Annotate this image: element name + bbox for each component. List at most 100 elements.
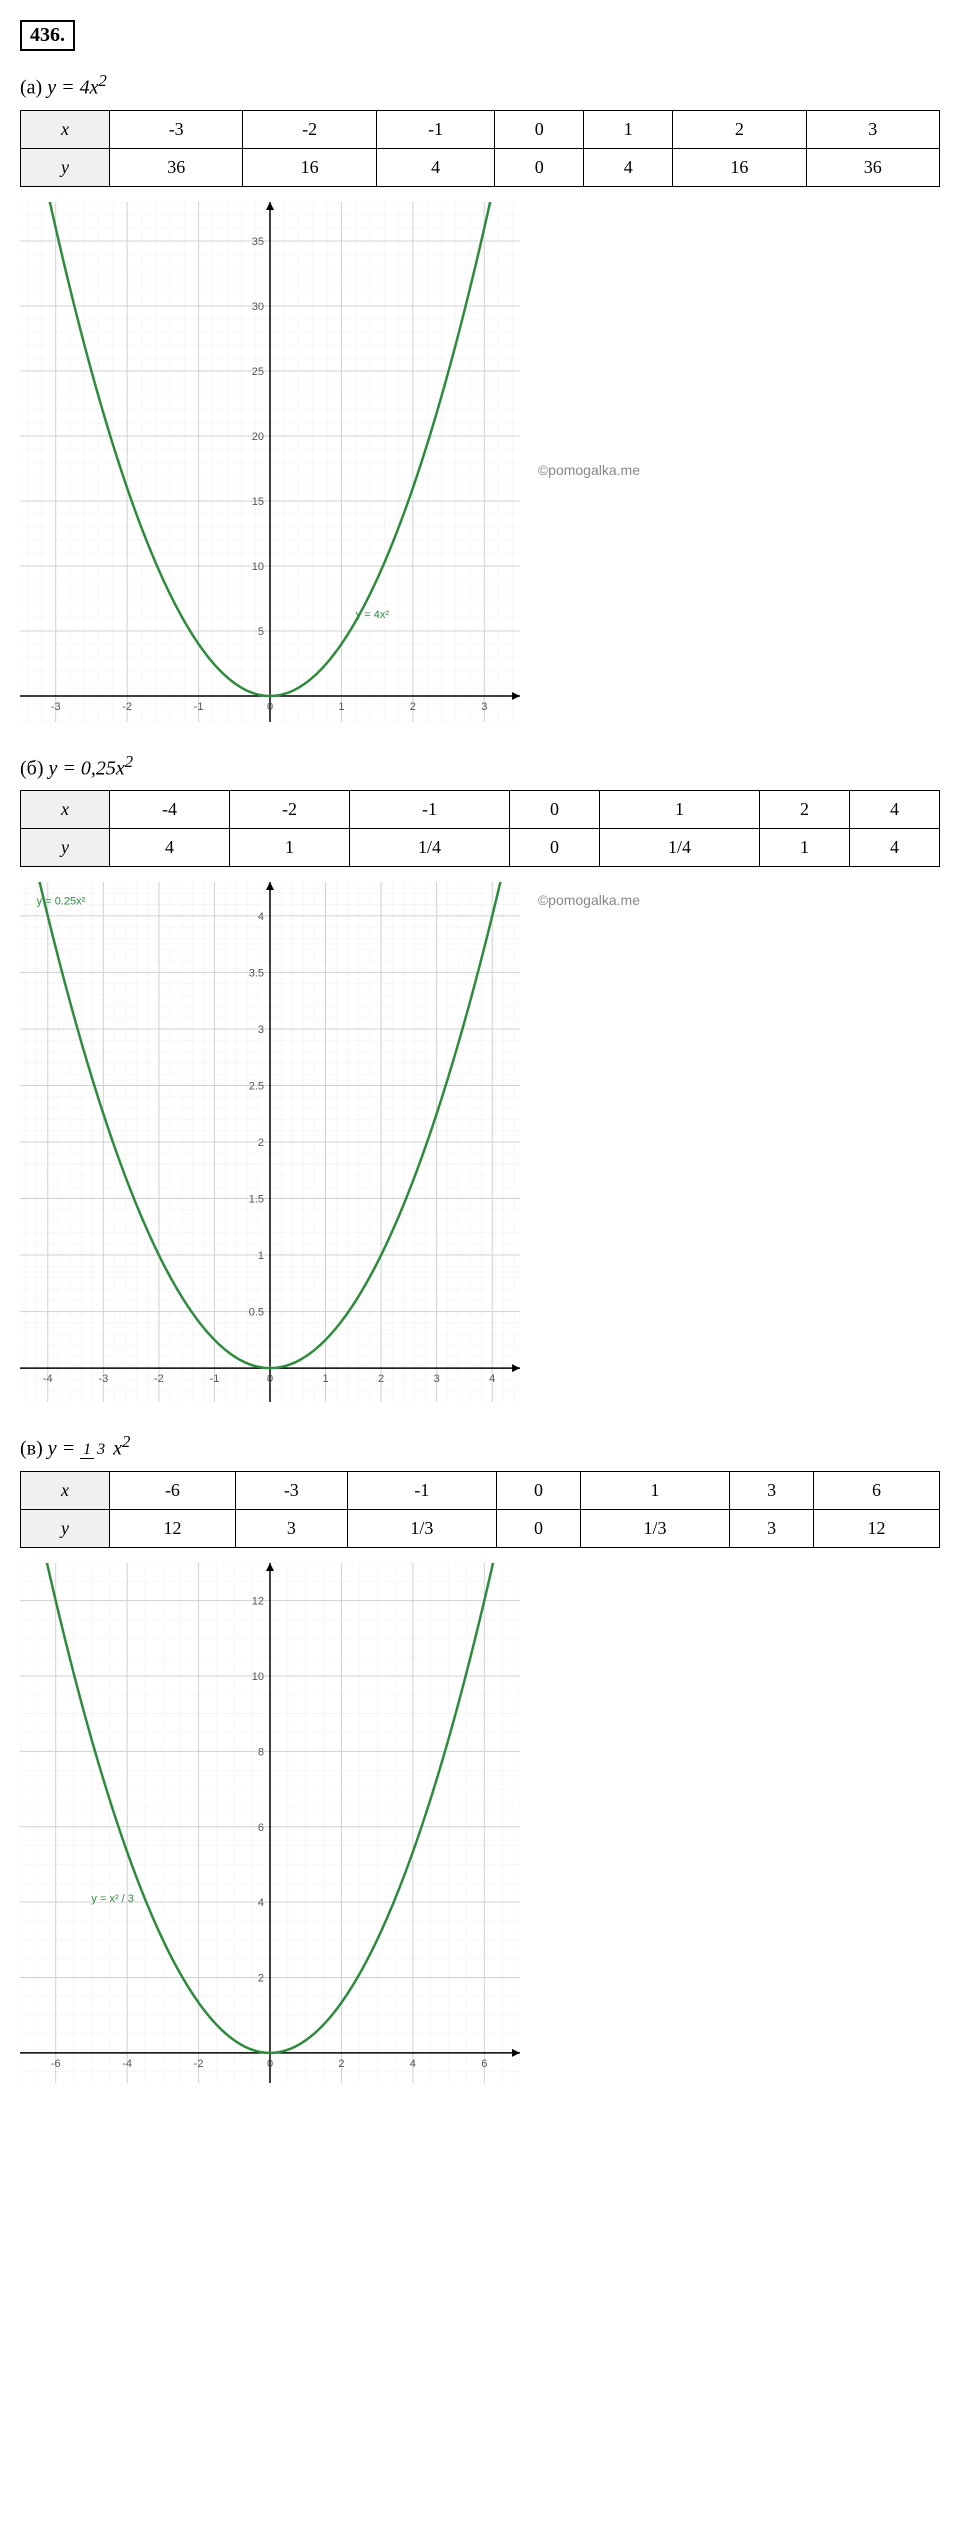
chart-svg: -3-2-101235101520253035y = 4x² (20, 202, 520, 722)
table-cell: 1 (229, 829, 349, 867)
svg-text:10: 10 (252, 561, 264, 573)
table-cell: 1/3 (347, 1509, 496, 1547)
svg-text:-4: -4 (43, 1373, 53, 1385)
data-table: x-6-3-10136y1231/301/3312 (20, 1471, 940, 1548)
svg-text:-1: -1 (194, 701, 204, 713)
svg-text:1: 1 (322, 1373, 328, 1385)
table-cell: 3 (730, 1509, 814, 1547)
table-cell: 4 (376, 148, 495, 186)
table-cell: 1 (580, 1471, 729, 1509)
row-header-x: x (21, 110, 110, 148)
svg-text:1.5: 1.5 (249, 1194, 264, 1206)
svg-text:35: 35 (252, 236, 264, 248)
svg-text:0: 0 (267, 701, 273, 713)
equation: (б) y = 0,25x2 (20, 752, 940, 781)
table-cell: 0 (495, 110, 584, 148)
table-cell: -3 (110, 110, 243, 148)
svg-text:4: 4 (489, 1373, 495, 1385)
section-0: (а) y = 4x2x-3-2-10123y36164041636-3-2-1… (20, 71, 940, 722)
table-cell: 1 (760, 829, 850, 867)
table-cell: -4 (110, 791, 230, 829)
table-cell: 2 (673, 110, 806, 148)
table-cell: 0 (495, 148, 584, 186)
chart: -4-3-2-1012340.511.522.533.54y = 0.25x²©… (20, 882, 520, 1402)
row-header-y: y (21, 148, 110, 186)
table-cell: 0 (497, 1509, 581, 1547)
svg-text:0: 0 (267, 2058, 273, 2070)
chart: -3-2-101235101520253035y = 4x²©pomogalka… (20, 202, 520, 722)
svg-text:-4: -4 (122, 2058, 132, 2070)
table-cell: 3 (235, 1509, 347, 1547)
svg-text:15: 15 (252, 496, 264, 508)
data-table: x-3-2-10123y36164041636 (20, 110, 940, 187)
equation: (а) y = 4x2 (20, 71, 940, 100)
table-cell: 6 (814, 1471, 940, 1509)
table-cell: 3 (730, 1471, 814, 1509)
svg-text:y = 0.25x²: y = 0.25x² (37, 896, 86, 908)
table-cell: 0 (509, 829, 599, 867)
table-cell: 1/4 (349, 829, 509, 867)
table-cell: -3 (235, 1471, 347, 1509)
row-header-x: x (21, 791, 110, 829)
table-cell: 1 (584, 110, 673, 148)
table-cell: -1 (376, 110, 495, 148)
chart: -6-4-2024624681012y = x² / 3 (20, 1563, 520, 2083)
svg-text:-2: -2 (122, 701, 132, 713)
table-cell: -2 (229, 791, 349, 829)
svg-text:3: 3 (434, 1373, 440, 1385)
svg-text:30: 30 (252, 301, 264, 313)
svg-text:1: 1 (258, 1250, 264, 1262)
svg-text:2: 2 (410, 701, 416, 713)
chart-svg: -4-3-2-1012340.511.522.533.54y = 0.25x² (20, 882, 520, 1402)
svg-text:1: 1 (338, 701, 344, 713)
svg-text:25: 25 (252, 366, 264, 378)
table-cell: 3 (806, 110, 939, 148)
table-cell: 4 (849, 791, 939, 829)
svg-text:6: 6 (258, 1822, 264, 1834)
row-header-y: y (21, 829, 110, 867)
table-cell: -6 (110, 1471, 236, 1509)
table-cell: 0 (497, 1471, 581, 1509)
svg-text:3.5: 3.5 (249, 968, 264, 980)
svg-text:y = 4x²: y = 4x² (356, 609, 390, 621)
svg-text:2: 2 (258, 1137, 264, 1149)
svg-text:-3: -3 (51, 701, 61, 713)
svg-text:2: 2 (338, 2058, 344, 2070)
svg-text:-6: -6 (51, 2058, 61, 2070)
table-cell: 4 (584, 148, 673, 186)
svg-text:20: 20 (252, 431, 264, 443)
table-cell: 36 (806, 148, 939, 186)
svg-text:2: 2 (258, 1972, 264, 1984)
table-cell: -2 (243, 110, 376, 148)
table-cell: 12 (814, 1509, 940, 1547)
svg-text:4: 4 (410, 2058, 416, 2070)
svg-text:-2: -2 (194, 2058, 204, 2070)
svg-text:4: 4 (258, 911, 264, 923)
svg-text:4: 4 (258, 1897, 264, 1909)
svg-text:0.5: 0.5 (249, 1307, 264, 1319)
section-2: (в) y = 13 x2x-6-3-10136y1231/301/3312-6… (20, 1432, 940, 2083)
table-cell: 0 (509, 791, 599, 829)
svg-text:5: 5 (258, 626, 264, 638)
svg-text:-2: -2 (154, 1373, 164, 1385)
table-cell: 16 (673, 148, 806, 186)
svg-text:6: 6 (481, 2058, 487, 2070)
table-cell: 4 (849, 829, 939, 867)
table-cell: -1 (349, 791, 509, 829)
watermark: ©pomogalka.me (538, 462, 640, 478)
table-cell: 16 (243, 148, 376, 186)
row-header-y: y (21, 1509, 110, 1547)
svg-text:12: 12 (252, 1596, 264, 1608)
problem-number: 436. (20, 20, 75, 51)
table-cell: 36 (110, 148, 243, 186)
table-cell: 4 (110, 829, 230, 867)
svg-text:-3: -3 (98, 1373, 108, 1385)
equation: (в) y = 13 x2 (20, 1432, 940, 1461)
svg-text:2: 2 (378, 1373, 384, 1385)
row-header-x: x (21, 1471, 110, 1509)
svg-text:y = x² / 3: y = x² / 3 (91, 1893, 134, 1905)
table-cell: 2 (760, 791, 850, 829)
table-cell: 12 (110, 1509, 236, 1547)
svg-text:3: 3 (481, 701, 487, 713)
table-cell: 1/3 (580, 1509, 729, 1547)
